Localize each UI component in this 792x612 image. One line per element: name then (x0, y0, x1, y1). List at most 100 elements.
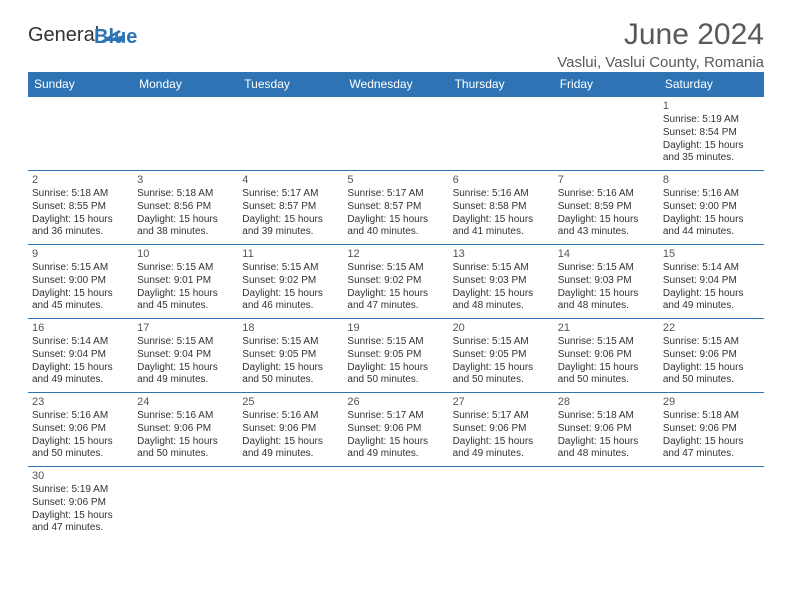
calendar-day-cell: 26Sunrise: 5:17 AMSunset: 9:06 PMDayligh… (343, 393, 448, 467)
daylight-line: Daylight: 15 hours and 45 minutes. (32, 288, 129, 314)
sunrise-line: Sunrise: 5:15 AM (558, 262, 655, 275)
daylight-line: Daylight: 15 hours and 50 minutes. (242, 362, 339, 388)
sunrise-line: Sunrise: 5:17 AM (242, 188, 339, 201)
sunrise-line: Sunrise: 5:15 AM (663, 336, 760, 349)
calendar-day-cell: 7Sunrise: 5:16 AMSunset: 8:59 PMDaylight… (554, 171, 659, 245)
calendar-day-cell: 13Sunrise: 5:15 AMSunset: 9:03 PMDayligh… (449, 245, 554, 319)
calendar-day-cell: 9Sunrise: 5:15 AMSunset: 9:00 PMDaylight… (28, 245, 133, 319)
calendar-day-cell: 25Sunrise: 5:16 AMSunset: 9:06 PMDayligh… (238, 393, 343, 467)
daylight-line: Daylight: 15 hours and 38 minutes. (137, 214, 234, 240)
calendar-week-row: 16Sunrise: 5:14 AMSunset: 9:04 PMDayligh… (28, 319, 764, 393)
calendar-day-cell: 1Sunrise: 5:19 AMSunset: 8:54 PMDaylight… (659, 97, 764, 171)
sunset-line: Sunset: 9:05 PM (347, 349, 444, 362)
sunset-line: Sunset: 9:00 PM (32, 275, 129, 288)
sunrise-line: Sunrise: 5:15 AM (242, 262, 339, 275)
daylight-line: Daylight: 15 hours and 50 minutes. (558, 362, 655, 388)
calendar-day-cell: 4Sunrise: 5:17 AMSunset: 8:57 PMDaylight… (238, 171, 343, 245)
calendar-day-cell: 10Sunrise: 5:15 AMSunset: 9:01 PMDayligh… (133, 245, 238, 319)
daylight-line: Daylight: 15 hours and 50 minutes. (453, 362, 550, 388)
daylight-line: Daylight: 15 hours and 48 minutes. (453, 288, 550, 314)
sunrise-line: Sunrise: 5:18 AM (663, 410, 760, 423)
sunrise-line: Sunrise: 5:16 AM (137, 410, 234, 423)
daylight-line: Daylight: 15 hours and 35 minutes. (663, 140, 760, 166)
calendar-empty-cell (659, 467, 764, 541)
sunset-line: Sunset: 9:06 PM (558, 349, 655, 362)
calendar-day-cell: 19Sunrise: 5:15 AMSunset: 9:05 PMDayligh… (343, 319, 448, 393)
sunset-line: Sunset: 9:05 PM (453, 349, 550, 362)
sunrise-line: Sunrise: 5:15 AM (558, 336, 655, 349)
sunrise-line: Sunrise: 5:16 AM (663, 188, 760, 201)
day-number: 14 (558, 247, 655, 261)
sunrise-line: Sunrise: 5:14 AM (32, 336, 129, 349)
calendar-day-cell: 16Sunrise: 5:14 AMSunset: 9:04 PMDayligh… (28, 319, 133, 393)
weekday-header: Thursday (449, 72, 554, 97)
daylight-line: Daylight: 15 hours and 49 minutes. (242, 436, 339, 462)
day-number: 18 (242, 321, 339, 335)
sunrise-line: Sunrise: 5:19 AM (32, 484, 129, 497)
day-number: 22 (663, 321, 760, 335)
sunrise-line: Sunrise: 5:15 AM (347, 262, 444, 275)
brand-part2: Blue (94, 26, 137, 48)
day-number: 5 (347, 173, 444, 187)
sunrise-line: Sunrise: 5:16 AM (242, 410, 339, 423)
day-number: 25 (242, 395, 339, 409)
daylight-line: Daylight: 15 hours and 50 minutes. (137, 436, 234, 462)
calendar-day-cell: 11Sunrise: 5:15 AMSunset: 9:02 PMDayligh… (238, 245, 343, 319)
daylight-line: Daylight: 15 hours and 48 minutes. (558, 288, 655, 314)
day-number: 15 (663, 247, 760, 261)
day-number: 13 (453, 247, 550, 261)
calendar-empty-cell (28, 97, 133, 171)
calendar-empty-cell (343, 97, 448, 171)
calendar-day-cell: 23Sunrise: 5:16 AMSunset: 9:06 PMDayligh… (28, 393, 133, 467)
sunset-line: Sunset: 9:04 PM (32, 349, 129, 362)
weekday-header: Tuesday (238, 72, 343, 97)
sunset-line: Sunset: 9:01 PM (137, 275, 234, 288)
calendar-day-cell: 20Sunrise: 5:15 AMSunset: 9:05 PMDayligh… (449, 319, 554, 393)
daylight-line: Daylight: 15 hours and 49 minutes. (32, 362, 129, 388)
calendar-day-cell: 21Sunrise: 5:15 AMSunset: 9:06 PMDayligh… (554, 319, 659, 393)
daylight-line: Daylight: 15 hours and 50 minutes. (347, 362, 444, 388)
daylight-line: Daylight: 15 hours and 45 minutes. (137, 288, 234, 314)
sunset-line: Sunset: 9:00 PM (663, 201, 760, 214)
weekday-header: Sunday (28, 72, 133, 97)
sunset-line: Sunset: 9:04 PM (137, 349, 234, 362)
daylight-line: Daylight: 15 hours and 49 minutes. (347, 436, 444, 462)
daylight-line: Daylight: 15 hours and 44 minutes. (663, 214, 760, 240)
calendar-day-cell: 3Sunrise: 5:18 AMSunset: 8:56 PMDaylight… (133, 171, 238, 245)
calendar-day-cell: 2Sunrise: 5:18 AMSunset: 8:55 PMDaylight… (28, 171, 133, 245)
day-number: 26 (347, 395, 444, 409)
calendar-empty-cell (554, 97, 659, 171)
daylight-line: Daylight: 15 hours and 47 minutes. (663, 436, 760, 462)
day-number: 7 (558, 173, 655, 187)
weekday-header: Monday (133, 72, 238, 97)
day-number: 30 (32, 469, 129, 483)
sunrise-line: Sunrise: 5:15 AM (137, 262, 234, 275)
daylight-line: Daylight: 15 hours and 47 minutes. (32, 510, 129, 536)
daylight-line: Daylight: 15 hours and 48 minutes. (558, 436, 655, 462)
title-block: June 2024 Vaslui, Vaslui County, Romania (557, 18, 764, 71)
day-number: 23 (32, 395, 129, 409)
calendar-empty-cell (133, 97, 238, 171)
daylight-line: Daylight: 15 hours and 50 minutes. (663, 362, 760, 388)
sunrise-line: Sunrise: 5:16 AM (558, 188, 655, 201)
daylight-line: Daylight: 15 hours and 50 minutes. (32, 436, 129, 462)
calendar-week-row: 30Sunrise: 5:19 AMSunset: 9:06 PMDayligh… (28, 467, 764, 541)
sunset-line: Sunset: 9:06 PM (453, 423, 550, 436)
day-number: 24 (137, 395, 234, 409)
sunrise-line: Sunrise: 5:16 AM (453, 188, 550, 201)
sunrise-line: Sunrise: 5:19 AM (663, 114, 760, 127)
calendar-day-cell: 5Sunrise: 5:17 AMSunset: 8:57 PMDaylight… (343, 171, 448, 245)
day-number: 12 (347, 247, 444, 261)
calendar-body: 1Sunrise: 5:19 AMSunset: 8:54 PMDaylight… (28, 97, 764, 541)
calendar-day-cell: 22Sunrise: 5:15 AMSunset: 9:06 PMDayligh… (659, 319, 764, 393)
sunrise-line: Sunrise: 5:15 AM (347, 336, 444, 349)
day-number: 17 (137, 321, 234, 335)
day-number: 19 (347, 321, 444, 335)
brand-part1: General (28, 24, 99, 47)
day-number: 28 (558, 395, 655, 409)
sunset-line: Sunset: 8:58 PM (453, 201, 550, 214)
sunrise-line: Sunrise: 5:17 AM (347, 410, 444, 423)
sunset-line: Sunset: 9:06 PM (558, 423, 655, 436)
daylight-line: Daylight: 15 hours and 47 minutes. (347, 288, 444, 314)
day-number: 8 (663, 173, 760, 187)
